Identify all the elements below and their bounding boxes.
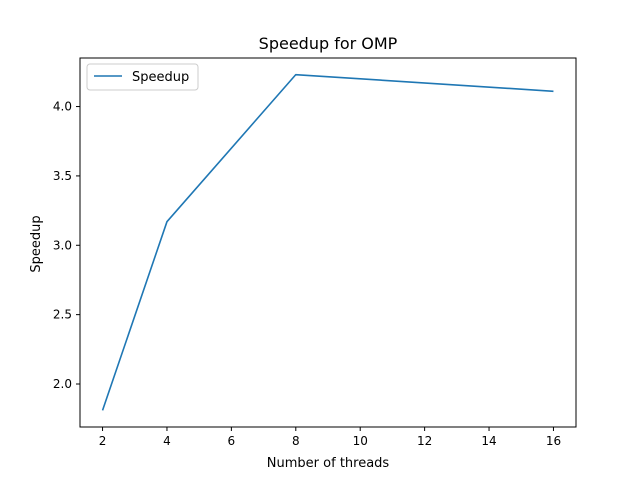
y-tick-label: 2.0 xyxy=(53,377,72,391)
x-tick-label: 14 xyxy=(481,434,496,448)
legend-box xyxy=(86,63,199,91)
y-tick-label: 2.5 xyxy=(53,308,72,322)
x-tick-label: 12 xyxy=(417,434,432,448)
plot-layer xyxy=(101,73,554,411)
x-tick-label: 8 xyxy=(292,434,300,448)
legend-label-speedup: Speedup xyxy=(132,70,189,85)
plot-frame xyxy=(79,57,577,428)
x-tick-label: 6 xyxy=(228,434,236,448)
y-tick-label: 4.0 xyxy=(53,100,72,114)
x-axis-label: Number of threads xyxy=(267,456,390,471)
x-tick-label: 16 xyxy=(546,434,561,448)
y-tick-label: 3.0 xyxy=(53,238,72,252)
x-tick-label: 2 xyxy=(99,434,107,448)
x-tick-label: 4 xyxy=(163,434,171,448)
y-tick-label: 3.5 xyxy=(53,169,72,183)
chart-title: Speedup for OMP xyxy=(259,34,398,53)
series-line-speedup xyxy=(101,73,554,411)
legend: Speedup xyxy=(86,63,199,91)
x-tick-label: 10 xyxy=(353,434,368,448)
axes-layer: 2 4 6 8 10 12 14 16 2.0 2.5 3.0 3.5 4.0 xyxy=(53,57,577,448)
y-axis-label: Speedup xyxy=(29,215,44,272)
